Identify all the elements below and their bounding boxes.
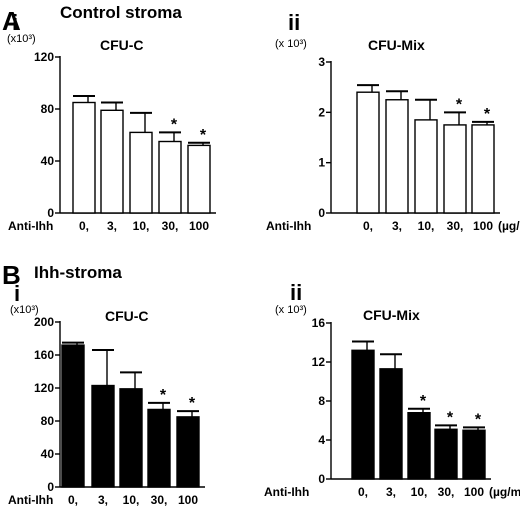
y-tick-label: 160 (34, 348, 54, 362)
sub-panel-label: i (12, 10, 18, 35)
x-tick-label: 3, (386, 485, 396, 499)
sub-panel-label: ii (288, 10, 300, 35)
bar (351, 349, 375, 480)
bar (443, 124, 467, 214)
y-tick-label: 3 (318, 55, 325, 69)
x-tick-label: 30, (162, 219, 179, 233)
y-tick-label: 80 (41, 414, 55, 428)
y-tick-label: 40 (41, 154, 55, 168)
x-unit-label: (µg/mL) (498, 219, 520, 233)
y-unit-label: (x 10³) (275, 38, 307, 50)
bar (356, 91, 380, 214)
significance-marker: * (475, 411, 482, 428)
bar (91, 384, 115, 488)
bar (385, 99, 409, 214)
panel-heading-a: Control stroma (60, 3, 182, 22)
bar (414, 119, 438, 214)
bar (61, 344, 85, 488)
x-tick-label: 0, (363, 219, 373, 233)
y-tick-label: 16 (312, 316, 326, 330)
x-axis-label: Anti-Ihh (8, 219, 53, 233)
y-tick-label: 0 (47, 206, 54, 220)
y-unit-label: (x10³) (10, 304, 39, 316)
significance-marker: * (189, 395, 196, 412)
significance-marker: * (420, 393, 427, 410)
y-tick-label: 12 (312, 355, 326, 369)
x-axis-label: Anti-Ihh (264, 485, 309, 499)
bar (147, 408, 171, 488)
sub-panel-label: ii (290, 280, 302, 305)
x-tick-label: 10, (418, 219, 435, 233)
panel-heading-b: Ihh-stroma (34, 263, 122, 282)
chart-title: CFU-Mix (368, 37, 425, 53)
x-axis-label: Anti-Ihh (266, 219, 311, 233)
y-tick-label: 0 (318, 206, 325, 220)
y-tick-label: 40 (41, 447, 55, 461)
y-tick-label: 120 (34, 381, 54, 395)
x-tick-label: 3, (107, 219, 117, 233)
y-unit-label: (x10³) (7, 33, 36, 45)
x-unit-label: (µg/mL) (489, 485, 520, 499)
x-tick-label: 100 (178, 493, 198, 506)
significance-marker: * (447, 409, 454, 426)
x-tick-label: 0, (358, 485, 368, 499)
x-tick-label: 10, (123, 493, 140, 506)
panel-letter-b: B (2, 260, 21, 290)
x-tick-label: 100 (464, 485, 484, 499)
y-tick-label: 120 (34, 50, 54, 64)
y-tick-label: 80 (41, 102, 55, 116)
x-tick-label: 10, (133, 219, 150, 233)
significance-marker: * (171, 116, 178, 133)
x-tick-label: 0, (79, 219, 89, 233)
chart-a-i: i(x10³) CFU-C 0 40 80 120 0, 3, 10, * 30, * 100 Anti-… (7, 10, 216, 233)
x-tick-label: 0, (68, 493, 78, 506)
bar (187, 144, 211, 214)
bar (129, 131, 153, 214)
y-tick-label: 4 (318, 433, 325, 447)
significance-marker: * (456, 96, 463, 113)
x-tick-label: 30, (447, 219, 464, 233)
x-tick-label: 100 (473, 219, 493, 233)
sub-panel-label: i (14, 281, 20, 306)
x-tick-label: 3, (392, 219, 402, 233)
y-tick-label: 8 (318, 394, 325, 408)
chart-b-i: i(x10³) CFU-C 0 40 80 120 160 200 0, 3, 10, * 30, * 10… (8, 281, 205, 506)
y-tick-label: 2 (318, 105, 325, 119)
bar (434, 428, 458, 480)
bar (471, 124, 495, 214)
x-tick-label: 30, (438, 485, 455, 499)
bar (100, 109, 124, 214)
bar (119, 388, 143, 488)
chart-title: CFU-C (105, 308, 149, 324)
x-axis-label: Anti-Ihh (8, 493, 53, 506)
bar (72, 101, 96, 214)
bar (407, 412, 431, 480)
x-tick-label: 10, (411, 485, 428, 499)
y-unit-label: (x 10³) (275, 304, 307, 316)
significance-marker: * (160, 387, 167, 404)
y-tick-label: 200 (34, 315, 54, 329)
bar (379, 368, 403, 480)
y-tick-label: 0 (47, 480, 54, 494)
significance-marker: * (484, 106, 491, 123)
x-tick-label: 30, (151, 493, 168, 506)
bar (176, 416, 200, 488)
y-tick-label: 1 (318, 156, 325, 170)
bar (462, 429, 486, 480)
panel-letter-a: A (2, 6, 21, 36)
significance-marker: * (200, 127, 207, 144)
bar (158, 140, 182, 214)
chart-b-ii: ii(x 10³) CFU-Mix 0 4 8 12 16 0, 3, * 10, * 30, * 100 A… (264, 280, 520, 499)
x-tick-label: 3, (98, 493, 108, 506)
chart-title: CFU-Mix (363, 307, 420, 323)
y-tick-label: 0 (318, 472, 325, 486)
x-tick-label: 100 (189, 219, 209, 233)
chart-title: CFU-C (100, 37, 144, 53)
